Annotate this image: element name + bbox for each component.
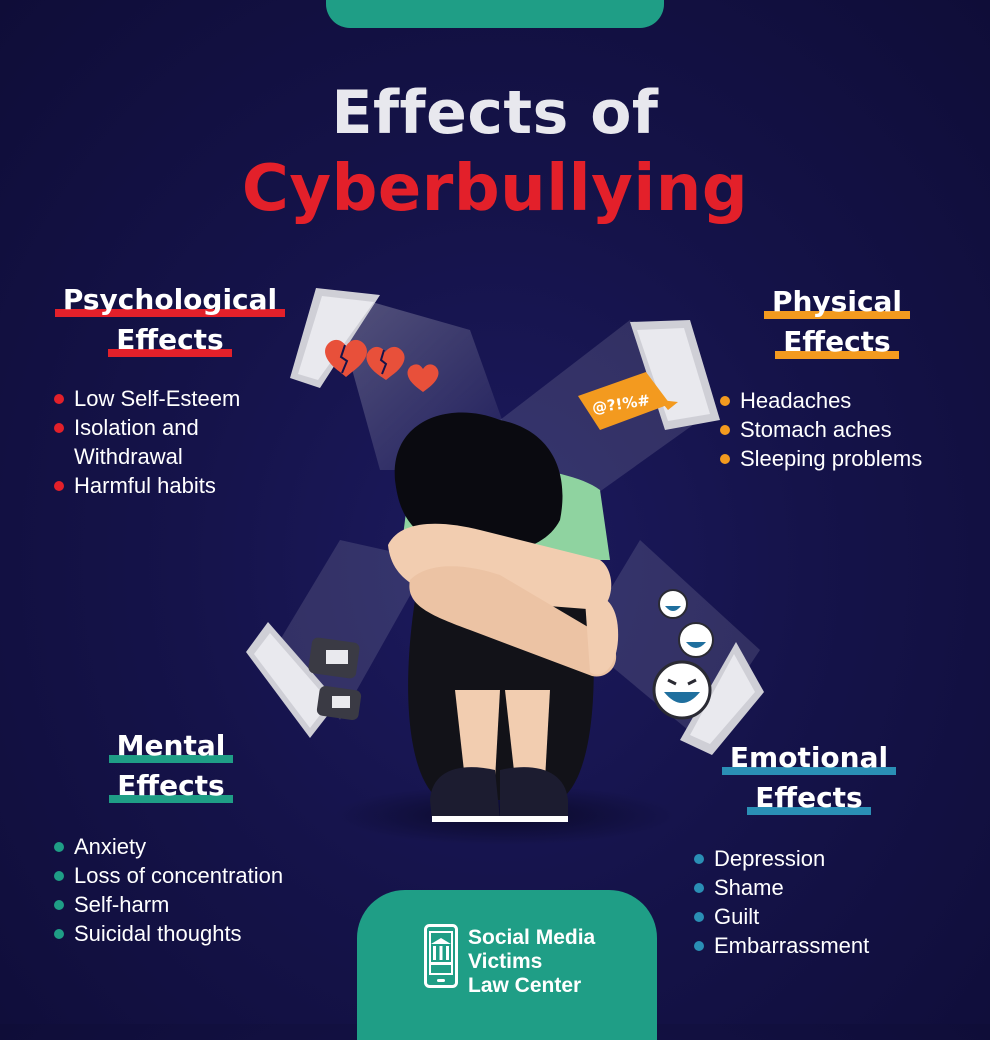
logo-text: Social Media Victims Law Center bbox=[468, 926, 595, 998]
swearing-chat-bubble-icon bbox=[578, 372, 678, 430]
psychological-heading: Psychological Effects bbox=[52, 280, 288, 360]
logo-line-2: Victims bbox=[468, 950, 543, 973]
emotional-heading: Emotional Effects bbox=[716, 738, 902, 818]
top-tab bbox=[326, 0, 664, 28]
list-item: Headaches bbox=[720, 386, 922, 415]
list-item: Stomach aches bbox=[720, 415, 922, 444]
list-item: Depression bbox=[694, 844, 869, 873]
phone-bottom-left bbox=[246, 622, 338, 738]
mental-effects-list: Anxiety Loss of concentration Self-harm … bbox=[54, 832, 283, 948]
emotional-effects-list: Depression Shame Guilt Embarrassment bbox=[694, 844, 869, 960]
phone-courthouse-icon bbox=[424, 924, 458, 988]
list-item: Guilt bbox=[694, 902, 869, 931]
thumbs-down-bubble-icon bbox=[308, 637, 362, 721]
list-item: Low Self-Esteem bbox=[54, 384, 240, 413]
mental-heading: Mental Effects bbox=[96, 726, 246, 806]
list-item: Self-harm bbox=[54, 890, 283, 919]
bottom-logo-tab bbox=[357, 890, 657, 1040]
logo-line-1: Social Media bbox=[468, 926, 596, 949]
list-item: Suicidal thoughts bbox=[54, 919, 283, 948]
physical-heading: Physical Effects bbox=[752, 282, 922, 362]
list-item: Embarrassment bbox=[694, 931, 869, 960]
title-line-2: Cyberbullying bbox=[241, 152, 749, 226]
list-item: Shame bbox=[694, 873, 869, 902]
psychological-effects-list: Low Self-Esteem Isolation and Withdrawal… bbox=[54, 384, 240, 500]
phone-bottom-right bbox=[680, 642, 764, 755]
list-item: Isolation and bbox=[54, 413, 240, 442]
broken-heart-icon bbox=[325, 339, 439, 392]
phone-top-left bbox=[290, 288, 380, 388]
laughing-emoji-icon bbox=[652, 589, 714, 720]
list-item: Harmful habits bbox=[54, 471, 240, 500]
physical-effects-list: Headaches Stomach aches Sleeping problem… bbox=[720, 386, 922, 473]
title-line-1: Effects of bbox=[331, 78, 659, 148]
list-item: Withdrawal bbox=[74, 444, 183, 469]
light-beam-bottom-left bbox=[280, 540, 430, 720]
list-item: Sleeping problems bbox=[720, 444, 922, 473]
list-item: Anxiety bbox=[54, 832, 283, 861]
list-item: Loss of concentration bbox=[54, 861, 283, 890]
phone-top-right bbox=[630, 320, 720, 430]
logo-line-3: Law Center bbox=[468, 974, 582, 997]
sad-person-figure bbox=[388, 412, 619, 822]
